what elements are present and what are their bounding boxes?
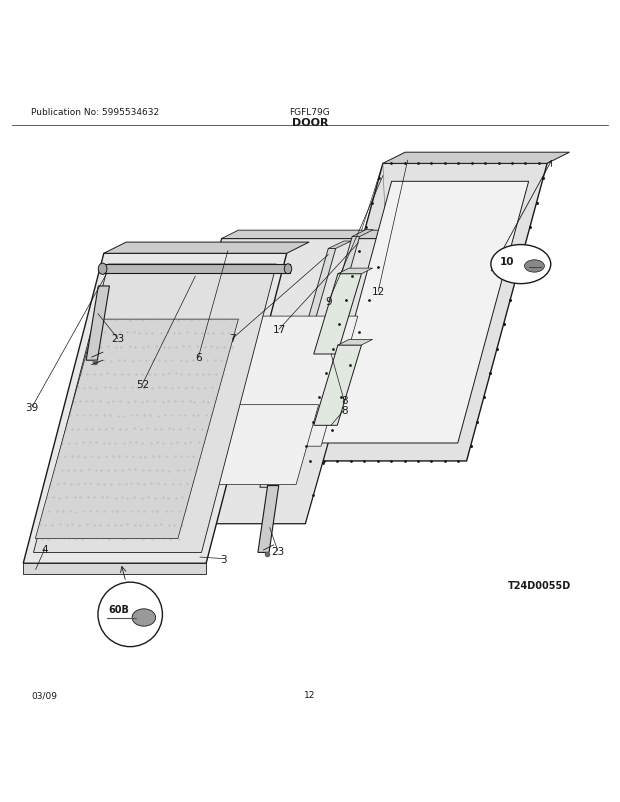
Polygon shape	[24, 564, 206, 575]
Polygon shape	[260, 249, 336, 488]
Polygon shape	[258, 486, 279, 553]
Polygon shape	[321, 182, 529, 444]
Polygon shape	[338, 269, 373, 274]
Ellipse shape	[491, 245, 551, 284]
Text: 03/09: 03/09	[31, 691, 57, 699]
Polygon shape	[314, 346, 361, 426]
Text: 12: 12	[371, 287, 385, 297]
Text: 23: 23	[111, 334, 125, 344]
Text: 3: 3	[220, 554, 226, 564]
Polygon shape	[338, 340, 373, 346]
Text: DOOR: DOOR	[292, 117, 328, 128]
Polygon shape	[329, 241, 351, 249]
Polygon shape	[24, 254, 286, 564]
Polygon shape	[314, 274, 361, 354]
Text: 23: 23	[271, 546, 285, 556]
Text: 6: 6	[195, 353, 202, 363]
Text: 9: 9	[326, 297, 332, 307]
Polygon shape	[352, 230, 373, 237]
Text: 8: 8	[341, 396, 347, 406]
Polygon shape	[150, 405, 319, 485]
Polygon shape	[104, 243, 309, 254]
Ellipse shape	[525, 261, 544, 273]
Text: 8: 8	[341, 405, 347, 415]
Circle shape	[98, 582, 162, 647]
Polygon shape	[288, 237, 360, 464]
Polygon shape	[86, 286, 109, 361]
Text: 52: 52	[136, 379, 149, 389]
Text: 39: 39	[25, 402, 39, 412]
Ellipse shape	[132, 609, 156, 626]
Polygon shape	[383, 153, 570, 164]
Ellipse shape	[284, 265, 292, 274]
Text: 60B: 60B	[108, 605, 130, 614]
Polygon shape	[222, 231, 403, 239]
Polygon shape	[303, 164, 547, 461]
Polygon shape	[35, 320, 238, 539]
Polygon shape	[33, 265, 277, 553]
Text: 17: 17	[272, 325, 286, 334]
Text: 7: 7	[229, 334, 236, 344]
Text: eReplacementParts.com: eReplacementParts.com	[218, 415, 328, 424]
Text: 12: 12	[304, 691, 316, 699]
Polygon shape	[141, 239, 386, 524]
Text: FGFL79G: FGFL79G	[290, 108, 330, 117]
Ellipse shape	[98, 264, 107, 275]
Polygon shape	[100, 265, 290, 273]
Text: 10: 10	[500, 257, 515, 267]
Text: 4: 4	[42, 545, 48, 555]
Text: Publication No: 5995534632: Publication No: 5995534632	[31, 108, 159, 117]
Text: T24D0055D: T24D0055D	[508, 580, 571, 589]
Polygon shape	[169, 317, 358, 447]
